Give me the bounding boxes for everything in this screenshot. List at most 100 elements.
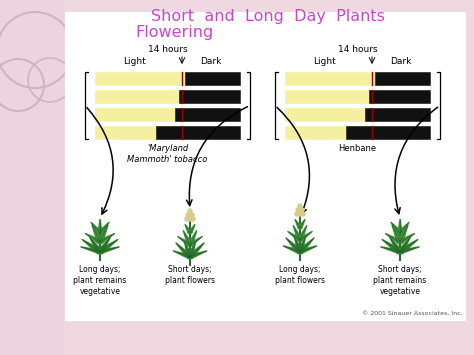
Polygon shape: [298, 238, 314, 253]
Bar: [95, 126, 156, 139]
Text: Long days;
plant flowers: Long days; plant flowers: [275, 265, 325, 285]
Text: Light: Light: [123, 58, 146, 66]
Circle shape: [296, 208, 300, 212]
Polygon shape: [188, 230, 197, 246]
Text: © 2001 Sinauer Associates, Inc.: © 2001 Sinauer Associates, Inc.: [363, 311, 463, 316]
Bar: [285, 90, 369, 103]
Polygon shape: [189, 251, 207, 259]
Polygon shape: [188, 242, 195, 257]
Polygon shape: [184, 242, 192, 257]
Polygon shape: [90, 237, 102, 253]
Bar: [346, 126, 430, 139]
Circle shape: [191, 214, 193, 216]
Polygon shape: [392, 225, 403, 243]
Polygon shape: [299, 231, 312, 241]
Text: 'Maryland
Mammoth' tobacco: 'Maryland Mammoth' tobacco: [128, 144, 208, 164]
Polygon shape: [391, 222, 402, 234]
Polygon shape: [295, 219, 302, 229]
Text: Dark: Dark: [201, 58, 222, 66]
Circle shape: [301, 209, 303, 211]
Polygon shape: [299, 246, 317, 254]
Circle shape: [295, 212, 299, 216]
Bar: [175, 108, 240, 121]
Circle shape: [185, 217, 189, 221]
Circle shape: [299, 213, 301, 215]
Polygon shape: [189, 236, 202, 246]
Polygon shape: [99, 234, 115, 244]
Text: Short days;
plant remains
vegetative: Short days; plant remains vegetative: [374, 265, 427, 296]
Polygon shape: [288, 231, 301, 241]
Bar: [95, 108, 175, 121]
Polygon shape: [183, 230, 192, 246]
Text: Short  and  Long  Day  Plants: Short and Long Day Plants: [151, 10, 385, 24]
Circle shape: [188, 217, 192, 221]
Polygon shape: [97, 225, 108, 243]
Bar: [156, 126, 240, 139]
Circle shape: [302, 213, 304, 215]
Polygon shape: [85, 234, 101, 244]
Polygon shape: [298, 219, 305, 229]
Polygon shape: [98, 219, 102, 233]
Polygon shape: [398, 239, 418, 254]
Polygon shape: [91, 222, 102, 234]
Circle shape: [190, 213, 194, 217]
Circle shape: [299, 205, 301, 207]
Polygon shape: [397, 225, 408, 243]
Bar: [285, 72, 375, 85]
Text: Dark: Dark: [390, 58, 412, 66]
Polygon shape: [98, 237, 110, 253]
Bar: [285, 108, 365, 121]
Polygon shape: [98, 239, 118, 254]
Bar: [365, 108, 430, 121]
Text: Short days;
plant flowers: Short days; plant flowers: [165, 265, 215, 285]
Text: 14 hours: 14 hours: [337, 45, 377, 55]
Bar: [285, 126, 346, 139]
Polygon shape: [286, 238, 302, 253]
Circle shape: [186, 213, 190, 217]
Polygon shape: [178, 236, 191, 246]
Text: Henbane: Henbane: [338, 144, 376, 153]
Bar: [185, 72, 240, 85]
Polygon shape: [390, 237, 402, 253]
Circle shape: [188, 209, 192, 213]
Circle shape: [300, 208, 304, 212]
Polygon shape: [185, 224, 191, 234]
Bar: [0, 0, 63, 355]
Polygon shape: [188, 224, 195, 234]
Bar: [369, 90, 430, 103]
Polygon shape: [298, 225, 307, 241]
Text: Light: Light: [313, 58, 336, 66]
Polygon shape: [82, 239, 102, 254]
Polygon shape: [382, 239, 402, 254]
Text: Flowering: Flowering: [136, 24, 214, 39]
Polygon shape: [81, 247, 101, 254]
Bar: [179, 90, 240, 103]
Polygon shape: [283, 246, 301, 254]
Polygon shape: [381, 247, 401, 254]
Polygon shape: [385, 234, 401, 244]
Polygon shape: [399, 234, 415, 244]
Circle shape: [187, 214, 189, 216]
Circle shape: [192, 218, 194, 220]
Polygon shape: [398, 219, 402, 233]
Polygon shape: [99, 247, 119, 254]
Polygon shape: [298, 237, 305, 252]
Text: Long days;
plant remains
vegetative: Long days; plant remains vegetative: [73, 265, 127, 296]
Text: 14 hours: 14 hours: [148, 45, 187, 55]
Bar: [375, 72, 430, 85]
Circle shape: [186, 218, 188, 220]
Circle shape: [191, 217, 195, 221]
Circle shape: [189, 218, 191, 220]
Bar: [95, 72, 185, 85]
Polygon shape: [294, 237, 302, 252]
Polygon shape: [176, 243, 192, 258]
Circle shape: [296, 213, 298, 215]
Polygon shape: [398, 222, 409, 234]
Polygon shape: [293, 225, 302, 241]
Circle shape: [189, 210, 191, 212]
Polygon shape: [398, 237, 410, 253]
Circle shape: [301, 212, 305, 216]
Bar: [65, 12, 465, 320]
Circle shape: [298, 212, 302, 216]
Polygon shape: [399, 247, 419, 254]
